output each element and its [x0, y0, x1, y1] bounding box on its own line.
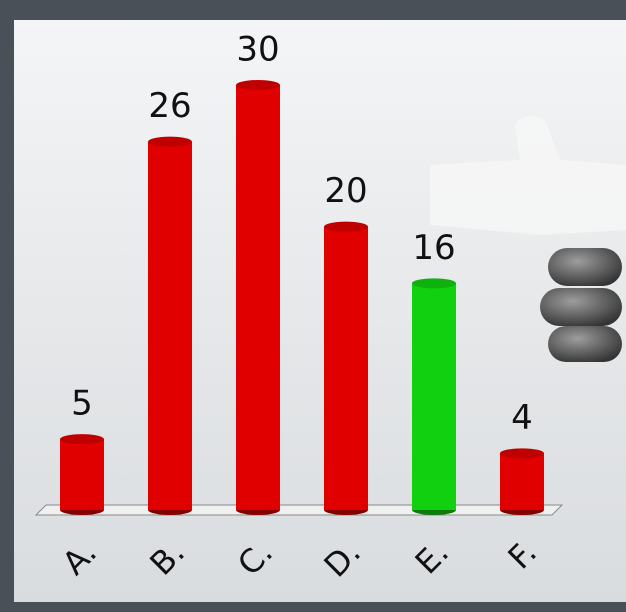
bar-top: [412, 278, 456, 288]
page: {"chart_data": {"type": "bar", "categori…: [0, 0, 626, 612]
bar: [324, 227, 368, 510]
floor-plane: [36, 505, 562, 515]
bar-top: [324, 222, 368, 232]
value-label: 30: [236, 30, 279, 70]
bar: [236, 85, 280, 510]
bar-top: [148, 137, 192, 147]
bar: [412, 283, 456, 510]
bar-top: [500, 448, 544, 458]
chart: 5A.26B.30C.20D.16E.4F.: [0, 0, 626, 612]
bar-top: [236, 80, 280, 90]
value-label: 20: [324, 171, 367, 211]
bar: [148, 142, 192, 510]
value-label: 5: [71, 384, 93, 424]
bar-top: [60, 434, 104, 444]
value-label: 16: [412, 228, 455, 268]
value-label: 4: [511, 398, 533, 438]
bar: [500, 453, 544, 510]
value-label: 26: [148, 86, 191, 126]
bar: [60, 439, 104, 510]
